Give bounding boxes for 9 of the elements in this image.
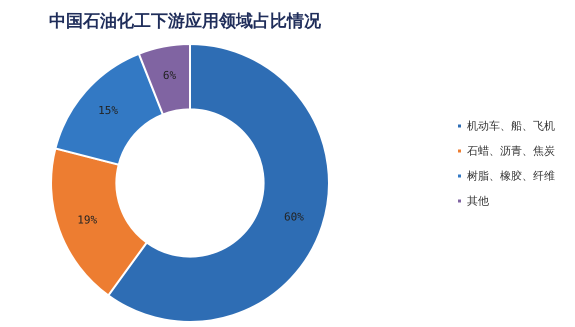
chart-title: 中国石油化工下游应用领域占比情况	[49, 12, 322, 32]
data-label: 15%	[98, 104, 118, 118]
data-label: 19%	[77, 214, 98, 227]
data-label: 6%	[162, 69, 177, 82]
legend-label: 机动车、船、飞机	[467, 120, 555, 132]
data-label: 60%	[284, 210, 304, 224]
legend-label: 石蜡、沥青、焦炭	[467, 144, 555, 158]
legend-label: 其他	[467, 194, 489, 208]
legend-label: 树脂、橡胶、纤维	[467, 170, 555, 182]
